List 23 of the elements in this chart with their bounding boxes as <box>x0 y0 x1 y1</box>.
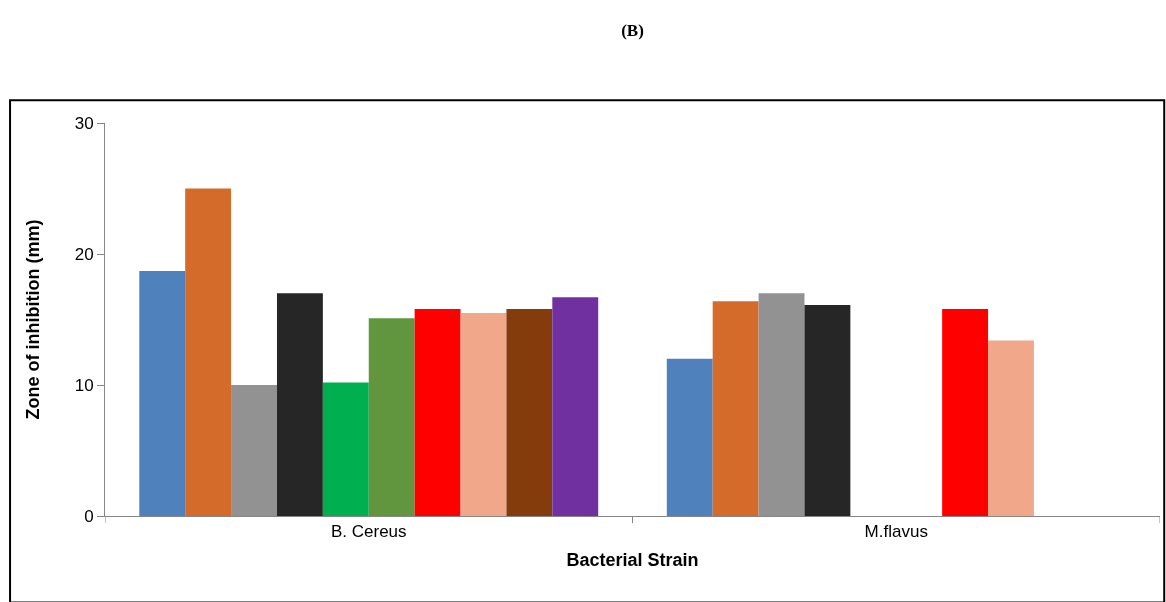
bar <box>942 309 989 516</box>
y-tick-label: 30 <box>74 113 94 133</box>
bar <box>712 301 759 516</box>
y-tick-label: 20 <box>74 244 94 264</box>
x-axis-title: Bacterial Strain <box>566 549 699 570</box>
bar <box>460 312 507 516</box>
bar <box>804 305 851 516</box>
bar <box>139 271 186 516</box>
bar <box>414 309 461 516</box>
y-tick-label: 0 <box>84 506 94 526</box>
bar <box>506 309 553 516</box>
bar <box>666 358 713 516</box>
bar <box>322 382 369 516</box>
bar <box>988 340 1034 516</box>
y-tick-label: 10 <box>74 375 94 395</box>
x-tick-label: M.flavus <box>864 522 928 542</box>
bar <box>552 297 599 516</box>
x-tick-label: B. Cereus <box>330 522 407 542</box>
bar <box>185 188 232 516</box>
chart-title: (B) <box>621 20 644 40</box>
y-axis-title: Zone of inhibition (mm) <box>22 219 43 420</box>
bar <box>276 293 323 516</box>
bar <box>368 318 415 516</box>
